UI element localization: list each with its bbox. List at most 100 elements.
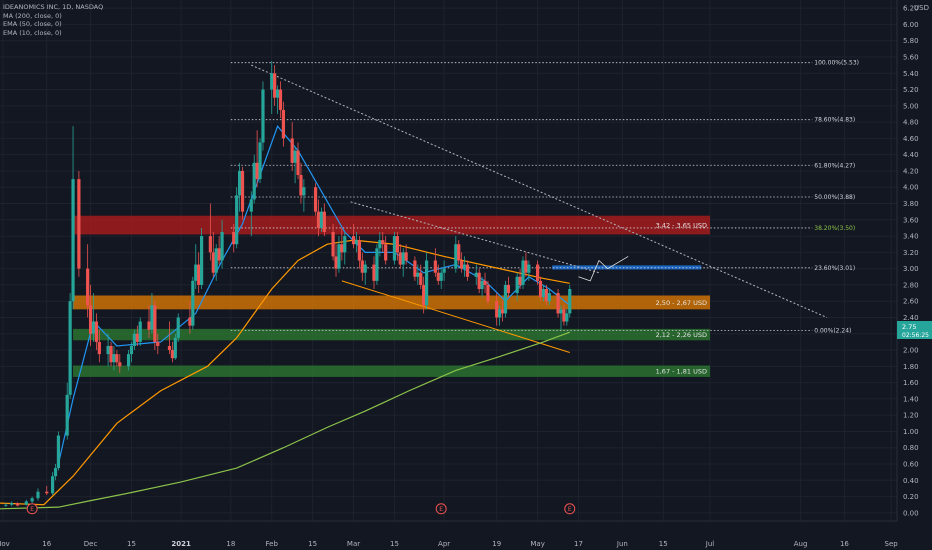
candle-body (465, 264, 470, 277)
candle-body (500, 309, 505, 314)
candle-body (538, 280, 543, 298)
zone-orange (73, 295, 711, 310)
candle-body (118, 362, 122, 367)
time-tick-label: Apr (438, 540, 450, 548)
candle-body (474, 272, 478, 277)
candle-body (483, 280, 487, 285)
fib-level-label: 23.60%(3.01) (814, 265, 855, 272)
candle-body (91, 321, 96, 334)
price-axis[interactable]: 0.00 0.20 0.40 0.60 0.80 1.00 1.20 1.40 1.60 1.80… (896, 0, 919, 521)
candle-body (45, 491, 49, 494)
time-tick-label: 16 (42, 540, 51, 548)
candle-body (460, 260, 464, 269)
candle-body (424, 260, 429, 306)
candle-body (363, 264, 367, 273)
earnings-label: E (439, 506, 443, 513)
candle-body (381, 240, 385, 245)
time-tick-label: 15 (390, 540, 399, 548)
price-tick-label: 5.80 (903, 37, 919, 45)
candle-body (334, 256, 338, 269)
zone-green (73, 328, 711, 341)
price-tick-label: 6.00 (903, 21, 919, 29)
price-tick-label: 1.00 (903, 428, 919, 436)
candle-body (384, 244, 388, 261)
support-resistance-zones: 3,42 - 3,65 USD 2,50 - 2,67 USD 2,12 - 2,2… (73, 215, 711, 377)
candle-body (436, 272, 440, 281)
symbol-title[interactable]: IDEANOMICS INC, 1D, NASDAQ (3, 3, 104, 11)
candle-body (477, 272, 481, 289)
time-tick-label: Sep (885, 540, 899, 548)
ma200-line (0, 331, 570, 510)
candle-body (422, 284, 426, 306)
candle-body (214, 248, 218, 273)
ema50-legend[interactable]: EMA (50, close, 0) (3, 20, 62, 28)
time-tick-label: 15 (659, 540, 668, 548)
ema50-line (0, 239, 570, 506)
candle-body (10, 503, 14, 505)
ma200-legend[interactable]: MA (200, close, 0) (3, 11, 62, 20)
price-tick-label: 1.40 (903, 395, 919, 403)
candle-body (433, 260, 437, 273)
earnings-label: E (568, 506, 572, 513)
price-tick-label: 3.40 (903, 233, 919, 241)
candle-body (261, 89, 265, 143)
candle-body (392, 236, 397, 261)
candle-body (273, 73, 277, 98)
price-tick-label: 1.80 (903, 363, 919, 371)
candle-body (232, 232, 236, 245)
candle-body (68, 301, 72, 395)
last-price-badge: 2.75 02:56:25 (897, 321, 932, 339)
candle-body (115, 354, 119, 363)
candle-body (480, 280, 484, 289)
candle-body (147, 321, 151, 330)
candle-body (372, 264, 376, 281)
last-price: 2.75 (902, 323, 916, 331)
candle-body (167, 345, 172, 351)
target-zone (552, 265, 702, 270)
candle-body (235, 195, 239, 245)
time-tick-label: 17 (574, 540, 583, 548)
candle-body (94, 321, 99, 342)
candle-body (398, 252, 402, 265)
candle-body (129, 345, 134, 355)
ema10-legend[interactable]: EMA (10, close, 0) (3, 28, 62, 37)
candle-body (270, 73, 274, 90)
time-tick-label: 15 (308, 540, 317, 548)
candle-body (24, 501, 28, 505)
candle-body (132, 333, 137, 346)
candle-body (357, 240, 361, 261)
candle-body (170, 350, 174, 359)
candle-body (194, 264, 198, 281)
time-tick-label: Mar (347, 540, 360, 548)
candle-body (404, 252, 408, 261)
candle-body (313, 187, 318, 212)
time-axis[interactable]: Nov 16 Dec 15 2021 18 Feb 15 Mar 15 Apr 19 May 17 Jun 1… (0, 520, 899, 548)
candle-body (498, 309, 502, 318)
candle-body (457, 244, 461, 261)
candle-body (416, 272, 420, 277)
candle-body (495, 301, 499, 318)
price-tick-label: 4.40 (903, 151, 919, 159)
candle-body (50, 476, 55, 494)
candle-body (30, 498, 34, 502)
candle-body (375, 248, 379, 281)
price-tick-label: 3.20 (903, 249, 919, 257)
price-tick-label: 2.80 (903, 281, 919, 289)
price-tick-label: 4.80 (903, 119, 919, 127)
candle-body (176, 317, 180, 338)
candle-body (319, 211, 324, 228)
candle-body (413, 260, 417, 277)
candle-body (275, 89, 280, 98)
price-tick-label: 3.60 (903, 216, 919, 224)
trendline (350, 201, 600, 274)
bar-countdown: 02:56:25 (902, 332, 929, 339)
candle-body (191, 280, 195, 326)
candle-body (462, 264, 467, 269)
candle-body (97, 341, 101, 355)
zone-label: 3,42 - 3,65 USD (656, 222, 707, 230)
time-tick-label: Feb (266, 540, 279, 548)
candle-body (200, 236, 204, 285)
candle-body (135, 333, 139, 342)
candle-body (237, 170, 242, 196)
